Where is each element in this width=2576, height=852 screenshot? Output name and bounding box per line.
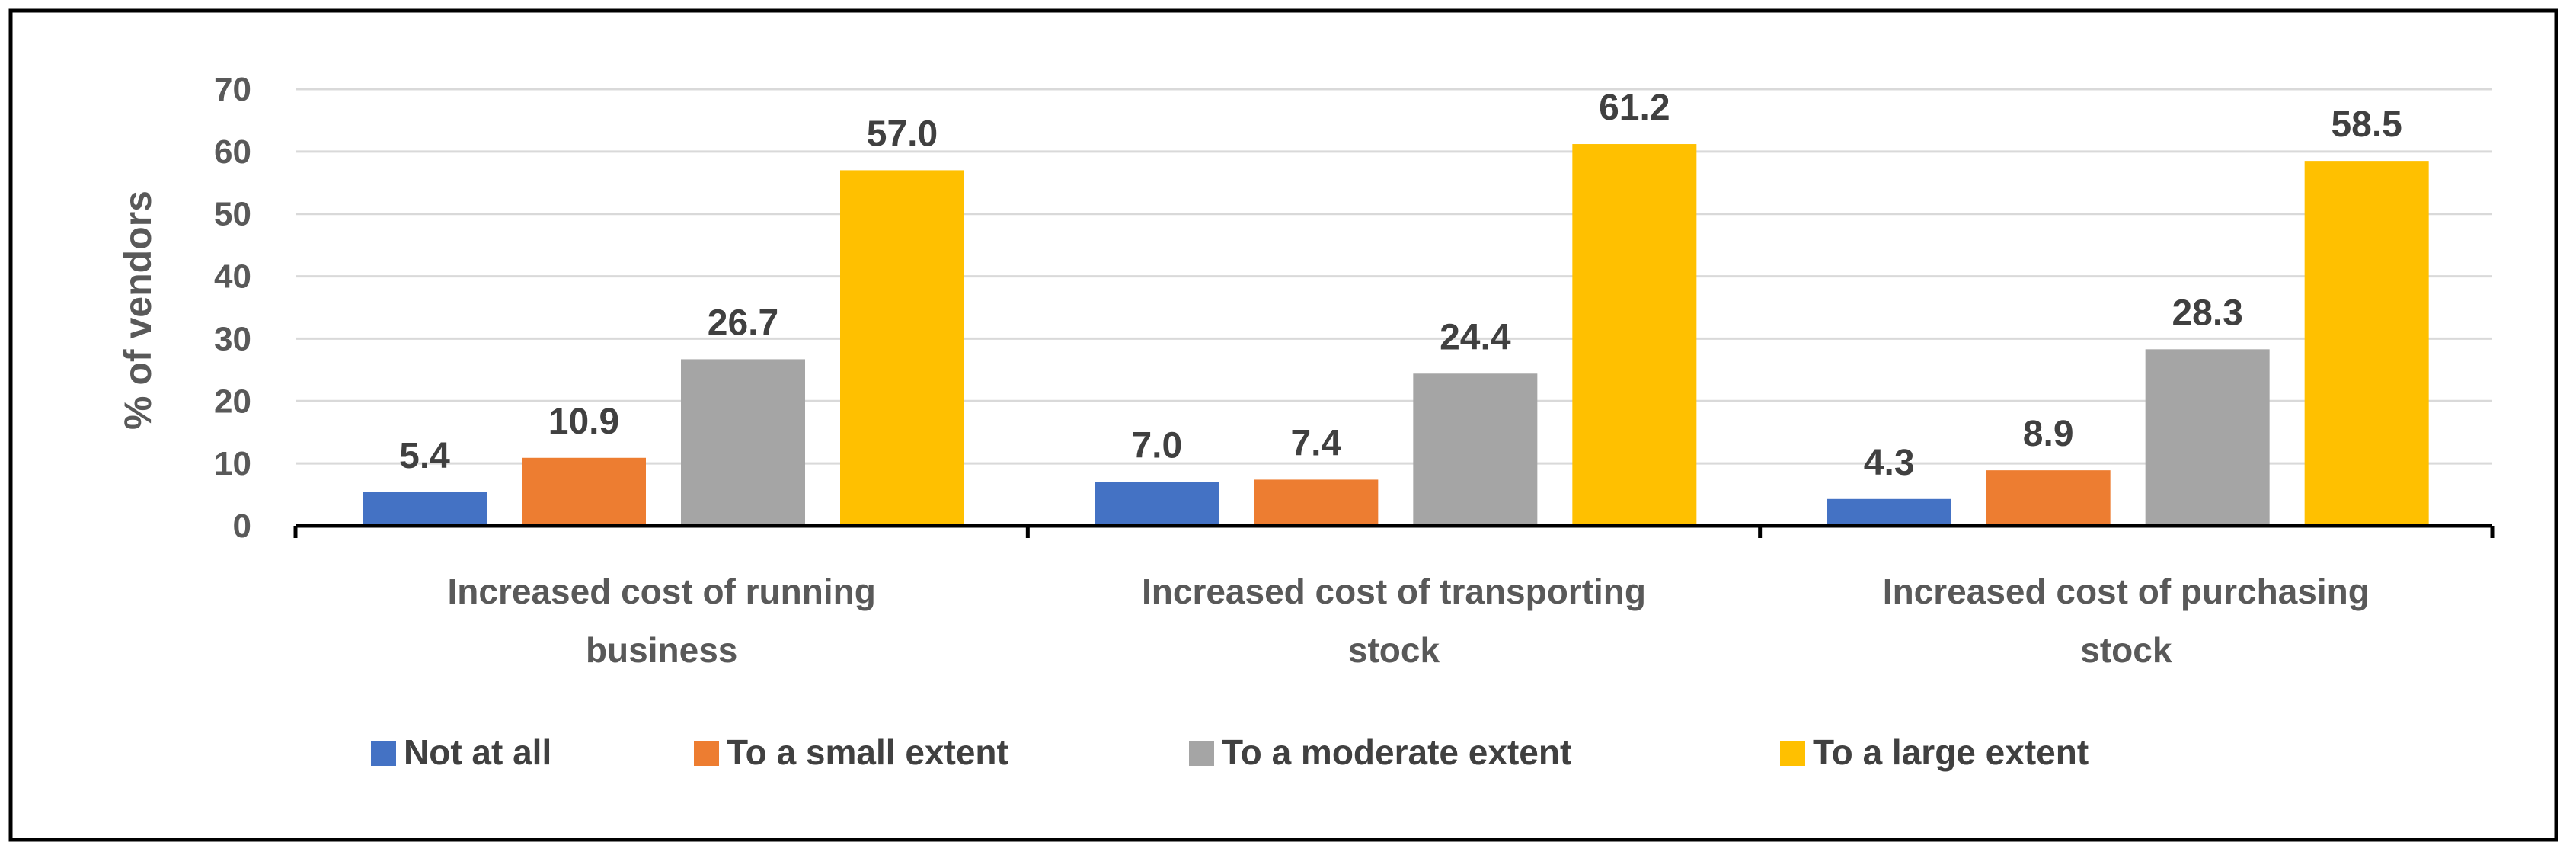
- bars: [363, 144, 2429, 526]
- legend-label: To a moderate extent: [1222, 732, 1571, 772]
- x-category-label: stock: [2080, 630, 2172, 670]
- data-label: 7.0: [1131, 426, 1182, 466]
- bar: [363, 492, 487, 526]
- data-label: 5.4: [399, 436, 450, 476]
- x-category-label: Increased cost of running: [448, 572, 876, 611]
- y-axis-title: % of vendors: [117, 191, 159, 430]
- y-tick-label: 30: [214, 320, 251, 357]
- y-tick-label: 40: [214, 258, 251, 296]
- y-tick-label: 20: [214, 383, 251, 420]
- bar: [1095, 482, 1219, 526]
- bar: [840, 170, 964, 526]
- data-label: 10.9: [548, 402, 619, 442]
- legend-label: To a large extent: [1813, 732, 2089, 772]
- y-tick-label: 10: [214, 445, 251, 482]
- bar: [1254, 479, 1379, 526]
- data-label: 7.4: [1290, 423, 1341, 463]
- data-label: 24.4: [1440, 317, 1511, 357]
- legend-swatch: [1780, 741, 1805, 766]
- legend-swatch: [1189, 741, 1214, 766]
- data-label: 57.0: [867, 114, 938, 154]
- x-category-label: stock: [1348, 630, 1440, 670]
- gridlines: [296, 88, 2492, 465]
- bar: [2304, 161, 2429, 526]
- legend: Not at all To a small extent To a moderate…: [371, 732, 2089, 772]
- bar: [1572, 144, 1697, 526]
- legend-label: Not at all: [404, 732, 551, 772]
- bar: [1413, 373, 1538, 526]
- labels: 0 10 20 30 40 50 60 70 5.4 10.9 26.7 57.0 Increased …: [214, 71, 2402, 670]
- data-label: 26.7: [708, 303, 778, 343]
- axes: [293, 524, 2495, 538]
- bar: [1827, 498, 1951, 526]
- data-label: 8.9: [2023, 414, 2074, 454]
- data-label: 28.3: [2172, 293, 2242, 333]
- y-tick-label: 50: [214, 196, 251, 233]
- y-tick-label: 60: [214, 133, 251, 171]
- chart-border: [8, 8, 2558, 842]
- bar: [2145, 349, 2270, 526]
- bar: [522, 457, 646, 526]
- y-tick-label: 70: [214, 71, 251, 108]
- bar: [1986, 470, 2111, 526]
- data-label: 61.2: [1599, 88, 1670, 128]
- x-category-label: Increased cost of purchasing: [1883, 572, 2370, 611]
- data-label: 58.5: [2331, 104, 2402, 145]
- legend-label: To a small extent: [727, 732, 1008, 772]
- x-category-label: business: [586, 630, 737, 670]
- legend-swatch: [694, 741, 719, 766]
- bar: [681, 359, 805, 526]
- data-label: 4.3: [1864, 443, 1915, 483]
- x-category-label: Increased cost of transporting: [1142, 572, 1646, 611]
- y-tick-label: 0: [233, 508, 251, 545]
- legend-swatch: [371, 741, 396, 766]
